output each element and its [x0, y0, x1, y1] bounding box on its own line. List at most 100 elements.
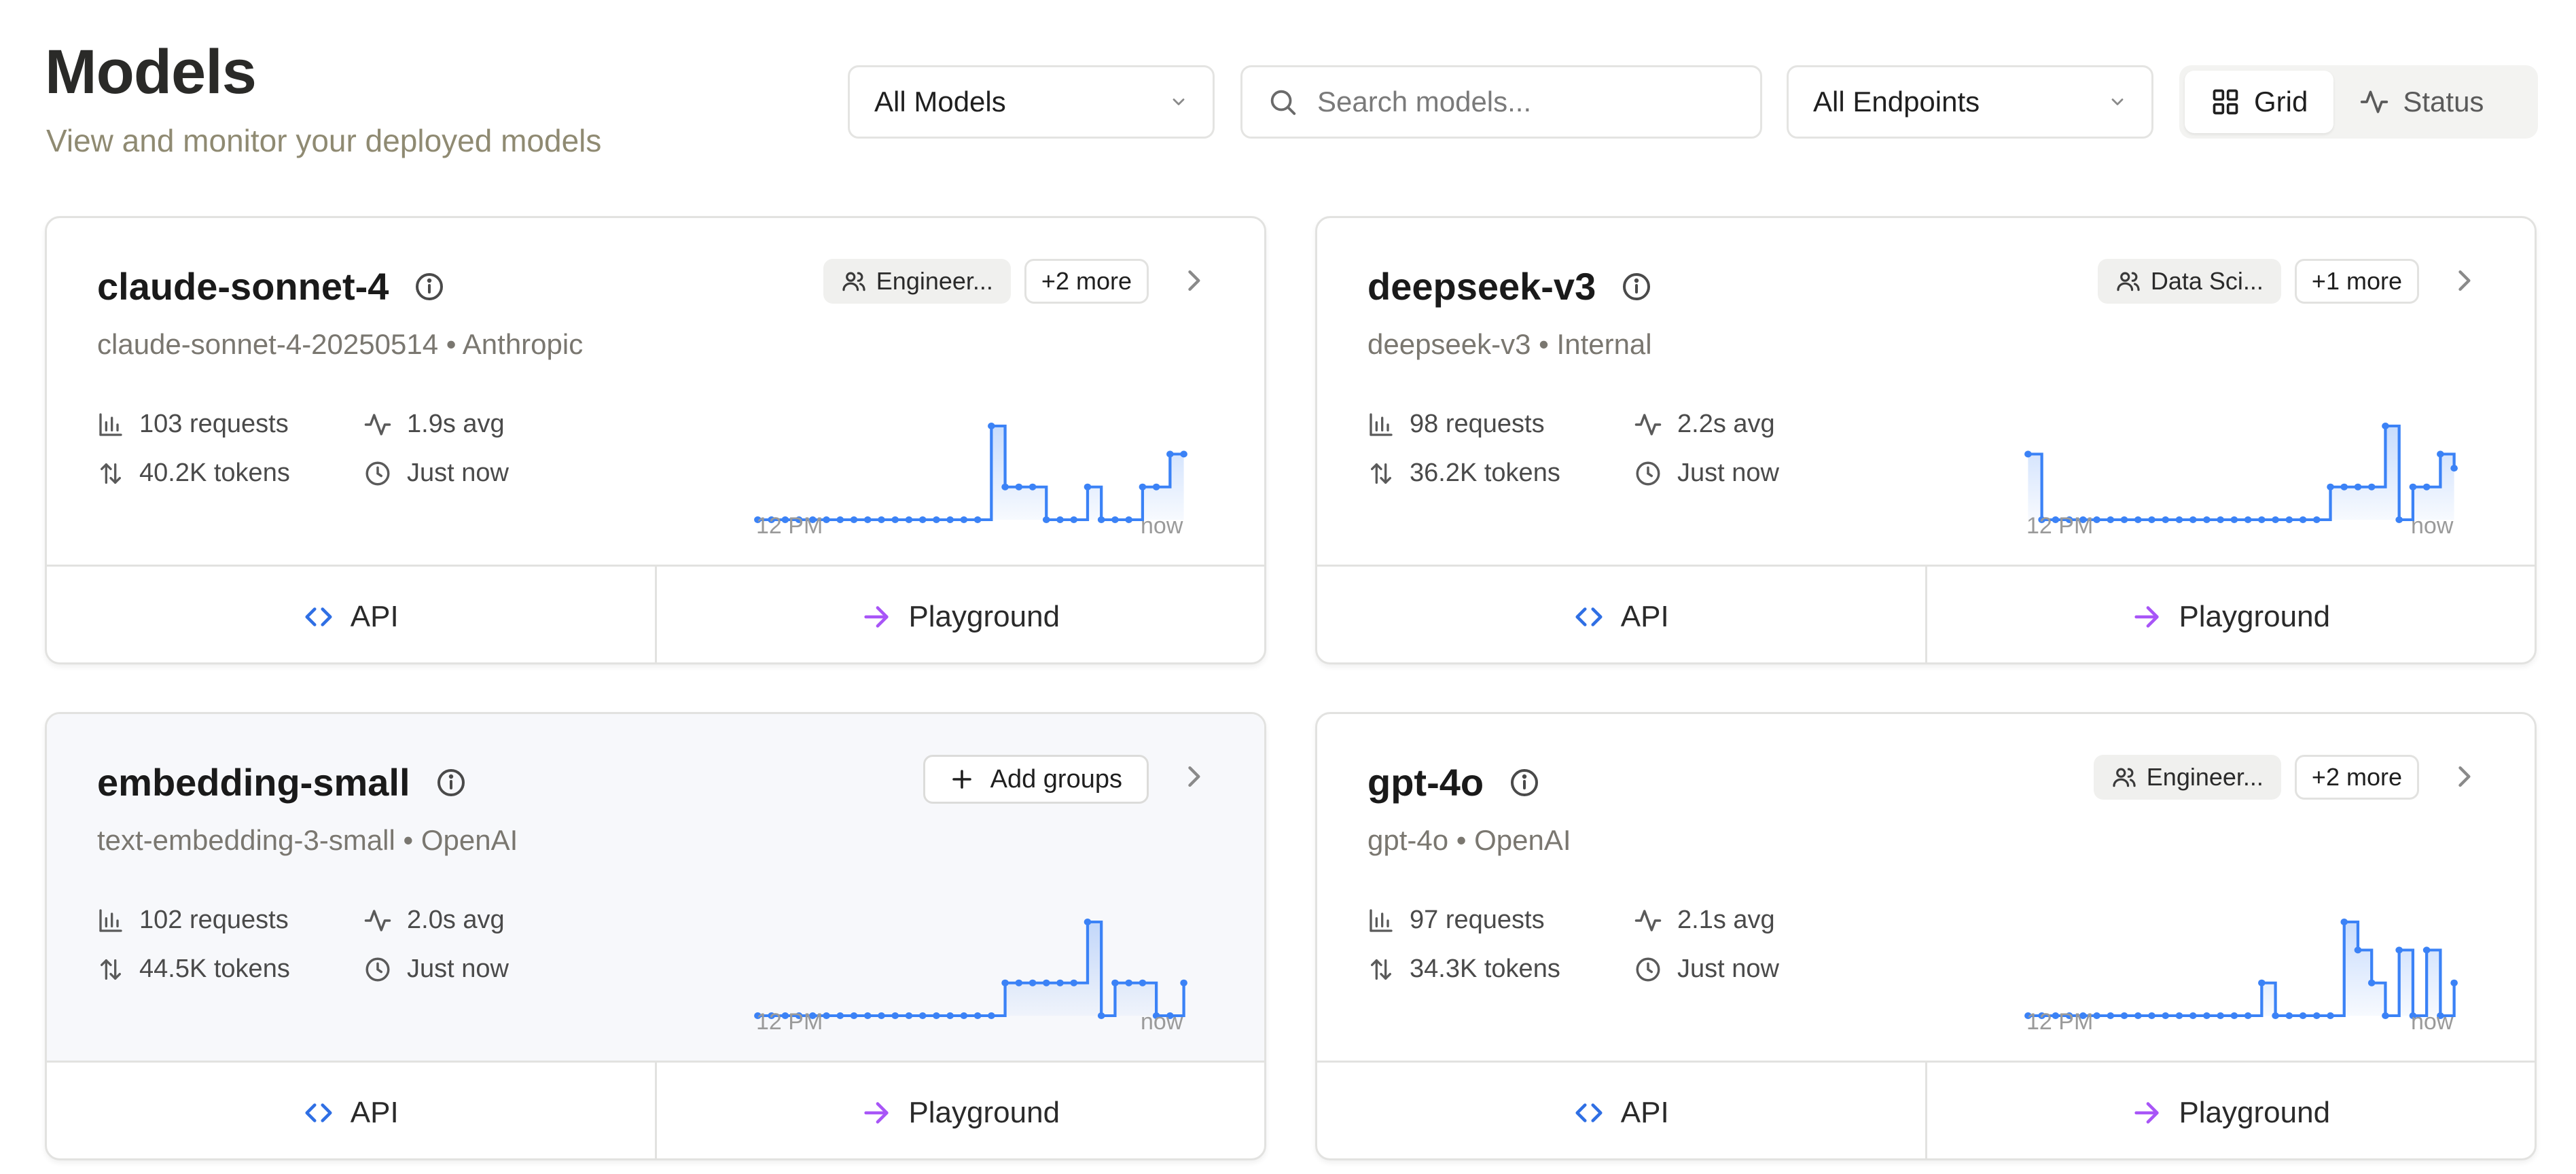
spark-point: [988, 1012, 995, 1019]
open-details-button[interactable]: [1179, 266, 1209, 299]
spark-point: [2312, 1012, 2321, 1019]
code-icon: [305, 1103, 332, 1122]
info-icon[interactable]: [413, 270, 446, 303]
last-seen-stat: Just now: [1634, 955, 1779, 984]
requests-value: 98 requests: [1410, 410, 1545, 438]
spark-end-label: now: [1141, 1009, 1183, 1035]
more-groups-badge[interactable]: +2 more: [2294, 755, 2419, 800]
spark-point: [2093, 516, 2100, 523]
spark-point: [960, 516, 968, 523]
spark-point: [2258, 516, 2266, 523]
spark-point: [836, 1012, 844, 1019]
spark-point: [863, 1012, 872, 1019]
model-filter-select[interactable]: All Models: [848, 65, 1215, 139]
spark-point: [2450, 979, 2458, 986]
spark-area: [2028, 426, 2454, 520]
more-groups-badge[interactable]: +1 more: [2294, 259, 2419, 304]
page-subtitle: View and monitor your deployed models: [46, 123, 602, 158]
spark-start-label: 12 PM: [2026, 1009, 2094, 1035]
api-button[interactable]: API: [1317, 1063, 1925, 1158]
group-badge[interactable]: Engineer...: [823, 259, 1011, 304]
spark-end-label: now: [2411, 513, 2454, 539]
spark-point: [1097, 516, 1105, 523]
model-card[interactable]: embedding-small text-embedding-3-small •…: [45, 712, 1266, 1160]
add-groups-button[interactable]: Add groups: [923, 755, 1149, 804]
spark-point: [863, 516, 872, 523]
more-groups-badge[interactable]: +2 more: [1024, 259, 1149, 304]
spark-end-label: now: [1141, 513, 1183, 539]
chevron-down-icon: [1173, 99, 1185, 105]
chevron-right-icon[interactable]: [1179, 762, 1209, 791]
status-view-button[interactable]: Status: [2333, 71, 2509, 133]
latency-value: 2.2s avg: [1677, 410, 1775, 438]
spark-point: [2422, 946, 2431, 954]
spark-point: [2024, 450, 2032, 458]
group-badges: Add groups: [923, 755, 1149, 804]
requests-stat: 97 requests: [1367, 906, 1545, 935]
requests-value: 103 requests: [139, 410, 289, 438]
clock-icon: [1636, 957, 1660, 981]
open-details-button[interactable]: [2449, 266, 2479, 299]
info-icon[interactable]: [1620, 270, 1653, 303]
group-badge[interactable]: Engineer...: [2093, 755, 2281, 800]
group-badge[interactable]: Data Sci...: [2097, 259, 2281, 304]
spark-point: [2382, 1012, 2389, 1019]
bar-chart-icon: [99, 412, 122, 436]
spark-point: [2312, 516, 2321, 523]
playground-button[interactable]: Playground: [654, 1063, 1265, 1158]
group-badge-label: Engineer...: [876, 267, 993, 295]
last-seen-value: Just now: [1677, 459, 1779, 487]
spark-point: [781, 516, 789, 523]
spark-point: [1028, 979, 1037, 986]
spark-point: [2052, 516, 2060, 523]
requests-stat: 98 requests: [1367, 410, 1545, 439]
chevron-right-icon[interactable]: [2449, 266, 2479, 296]
grid-view-button[interactable]: Grid: [2185, 71, 2334, 133]
info-icon[interactable]: [1508, 766, 1541, 799]
chevron-down-icon: [2111, 99, 2124, 105]
model-card[interactable]: gpt-4o gpt-4o • OpenAI Engineer... +2 mo…: [1315, 712, 2537, 1160]
endpoint-filter-select[interactable]: All Endpoints: [1787, 65, 2153, 139]
group-badges: Data Sci... +1 more: [2097, 259, 2419, 304]
spark-point: [2244, 516, 2252, 523]
group-badges: Engineer... +2 more: [823, 259, 1149, 304]
model-subtitle: text-embedding-3-small • OpenAI: [97, 824, 518, 856]
model-name: deepseek-v3: [1367, 264, 1653, 308]
spark-point: [2093, 1012, 2100, 1019]
spark-point: [808, 1012, 817, 1019]
api-button[interactable]: API: [47, 567, 655, 662]
model-card[interactable]: claude-sonnet-4 claude-sonnet-4-20250514…: [45, 216, 1266, 664]
playground-button[interactable]: Playground: [1925, 567, 2535, 662]
api-button[interactable]: API: [47, 1063, 655, 1158]
request-sparkline: [2024, 423, 2458, 523]
spark-point: [2079, 1012, 2087, 1019]
spark-point: [2395, 946, 2403, 954]
search-input[interactable]: Search models...: [1240, 65, 1762, 139]
card-body: claude-sonnet-4 claude-sonnet-4-20250514…: [47, 218, 1264, 565]
spark-point: [1180, 450, 1187, 458]
open-details-button[interactable]: [1179, 762, 1209, 795]
spark-point: [2327, 483, 2334, 491]
chevron-right-icon[interactable]: [1179, 266, 1209, 296]
model-card[interactable]: deepseek-v3 deepseek-v3 • Internal Data …: [1315, 216, 2537, 664]
search-icon: [1270, 90, 1296, 115]
open-details-button[interactable]: [2449, 762, 2479, 795]
requests-stat: 103 requests: [97, 410, 289, 439]
spark-point: [1139, 979, 1147, 986]
activity-icon: [1634, 413, 1662, 435]
view-toggle: Grid Status: [2179, 65, 2538, 139]
info-icon[interactable]: [435, 766, 467, 799]
latency-stat: 1.9s avg: [363, 410, 505, 439]
spark-point: [2134, 1012, 2142, 1019]
spark-point: [2175, 516, 2183, 523]
api-label: API: [350, 599, 399, 633]
spark-line: [2028, 921, 2456, 1017]
api-button[interactable]: API: [1317, 567, 1925, 662]
playground-button[interactable]: Playground: [654, 567, 1265, 662]
chevron-right-icon[interactable]: [2449, 762, 2479, 791]
model-name: claude-sonnet-4: [97, 264, 446, 308]
playground-button[interactable]: Playground: [1925, 1063, 2535, 1158]
grid-icon: [2213, 89, 2238, 115]
api-label: API: [1620, 599, 1669, 633]
spark-point: [2285, 1012, 2293, 1019]
